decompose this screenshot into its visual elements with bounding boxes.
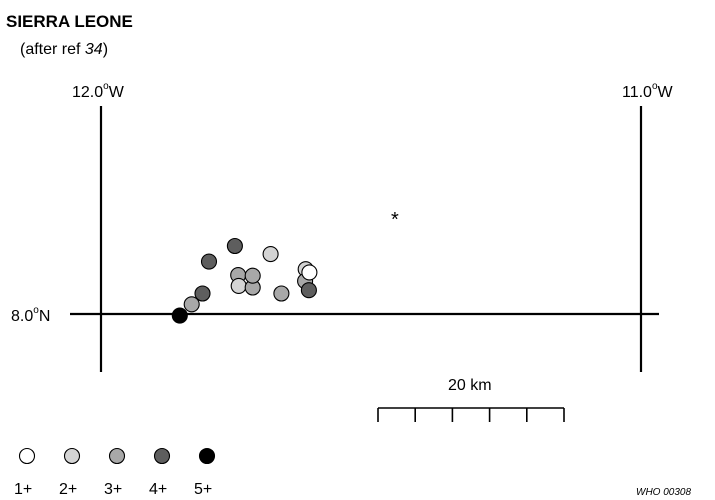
legend-label-3: 3+ [104, 481, 122, 498]
longitude-label-11w: 11.0oW [622, 81, 674, 101]
site-marker [301, 264, 318, 281]
legend-label-4: 4+ [149, 481, 167, 498]
site-marker [262, 246, 279, 263]
legend-label-5: 5+ [194, 481, 212, 498]
scale-bar-label: 20 km [448, 377, 492, 394]
site-note-asterisk: * [391, 209, 399, 231]
map-subtitle: (after ref 34) [20, 41, 108, 58]
site-marker [200, 253, 218, 270]
legend: 1+ 2+ 3+ 4+ 5+ [14, 447, 216, 498]
longitude-label-12w: 12.0oW [72, 81, 125, 101]
legend-symbol-1 [18, 447, 36, 465]
legend-symbol-4 [153, 447, 171, 465]
map-title: SIERRA LEONE [6, 12, 133, 31]
site-marker [300, 282, 317, 299]
latitude-label-8n: 8.0oN [11, 305, 50, 325]
site-marker [194, 285, 211, 302]
site-marker [273, 285, 290, 302]
sites-layer [171, 237, 318, 324]
site-marker [230, 277, 247, 294]
scale-bar [377, 407, 565, 422]
site-marker [226, 237, 243, 255]
legend-symbol-2 [63, 447, 81, 465]
credit-text: WHO 00308 [636, 487, 691, 498]
legend-label-1: 1+ [14, 481, 32, 498]
legend-label-2: 2+ [59, 481, 77, 498]
legend-symbol-5 [198, 447, 216, 465]
legend-symbol-3 [108, 447, 126, 465]
site-marker [171, 307, 188, 324]
site-marker [183, 296, 200, 313]
site-marker [244, 267, 261, 284]
